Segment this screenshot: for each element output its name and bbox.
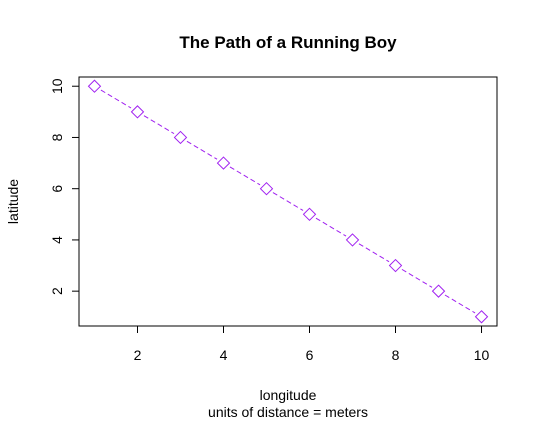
data-point-2 xyxy=(173,130,188,145)
x-tick-label-0: 2 xyxy=(134,347,142,363)
data-point-5 xyxy=(302,207,317,222)
series-segment-5 xyxy=(315,217,347,237)
series-segment-8 xyxy=(444,294,476,314)
data-point-8 xyxy=(431,284,446,298)
series-segment-1 xyxy=(143,115,175,135)
data-point-3 xyxy=(216,156,231,170)
x-axis-label: longitude xyxy=(260,387,317,403)
y-tick-label-4: 10 xyxy=(49,78,65,94)
series-segment-7 xyxy=(401,268,433,288)
x-axis-sublabel: units of distance = meters xyxy=(208,404,368,420)
y-axis-label: latitude xyxy=(5,179,21,224)
y-axis: 2 4 6 8 10 xyxy=(49,78,80,295)
x-axis: 2 4 6 8 10 xyxy=(134,325,490,363)
data-point-4 xyxy=(259,181,274,196)
y-tick-label-2: 6 xyxy=(49,185,65,193)
series-segment-6 xyxy=(358,243,390,263)
y-tick-label-0: 2 xyxy=(49,287,65,295)
series-segment-2 xyxy=(186,140,218,160)
x-tick-label-3: 8 xyxy=(392,347,400,363)
series-segment-0 xyxy=(100,89,132,109)
y-tick-label-3: 8 xyxy=(49,133,65,141)
series-segment-3 xyxy=(229,166,261,186)
data-point-1 xyxy=(130,105,145,119)
chart-title: The Path of a Running Boy xyxy=(179,33,397,52)
y-tick-label-1: 4 xyxy=(49,236,65,244)
x-tick-label-1: 4 xyxy=(220,347,228,363)
series-line-group xyxy=(100,89,476,314)
data-point-7 xyxy=(388,258,403,273)
x-tick-label-4: 10 xyxy=(474,347,490,363)
x-tick-label-2: 6 xyxy=(306,347,314,363)
series-segment-4 xyxy=(272,192,304,211)
series-points-group xyxy=(87,79,489,324)
data-point-9 xyxy=(474,310,489,324)
data-point-0 xyxy=(87,79,102,93)
data-point-6 xyxy=(345,233,360,247)
